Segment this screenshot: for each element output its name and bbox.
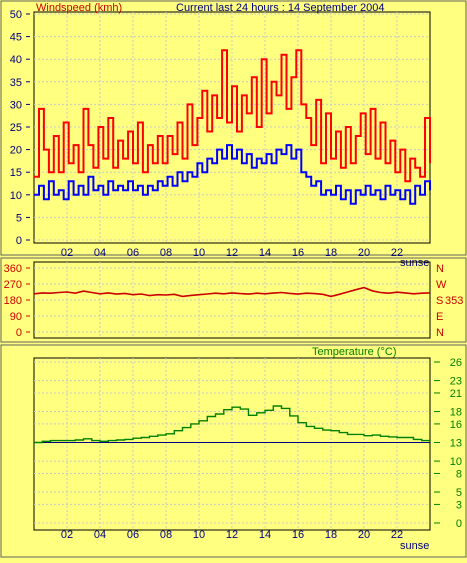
x-tick-label: 06 <box>127 529 139 541</box>
y-tick-label: 0 <box>16 235 22 247</box>
x-tick-label: 16 <box>292 247 304 259</box>
windspeed-sunset-label: sunse <box>400 257 429 269</box>
y-tick-label: 15 <box>10 167 22 179</box>
windspeed-series-group <box>34 49 431 205</box>
y-tick-label: 180 <box>4 295 22 307</box>
y-tick-label: 13 <box>450 438 462 450</box>
y-tick-label: 5 <box>456 487 462 499</box>
header-title: Current last 24 hours : 14 September 200… <box>176 2 385 14</box>
temperature-panel-frame <box>0 344 467 558</box>
y-tick-label: 40 <box>10 54 22 66</box>
compass-label: S <box>436 295 443 307</box>
y-tick-label: 18 <box>450 407 462 419</box>
y-tick-label: 50 <box>10 9 22 21</box>
x-tick-label: 08 <box>160 247 172 259</box>
x-tick-label: 22 <box>391 529 403 541</box>
y-tick-label: 8 <box>456 468 462 480</box>
y-tick-label: 90 <box>10 311 22 323</box>
x-tick-label: 20 <box>358 529 370 541</box>
wind-gust-line <box>34 49 431 183</box>
x-tick-label: 02 <box>61 529 73 541</box>
x-tick-label: 04 <box>94 529 106 541</box>
y-tick-label: 10 <box>450 456 462 468</box>
x-tick-label: 08 <box>160 529 172 541</box>
wind-direction-series-group <box>33 286 431 298</box>
y-tick-label: 26 <box>450 357 462 369</box>
x-tick-label: 14 <box>259 247 271 259</box>
y-tick-label: 35 <box>10 77 22 89</box>
wind-direction-grid <box>34 262 430 338</box>
y-tick-label: 23 <box>450 376 462 388</box>
y-tick-label: 20 <box>10 145 22 157</box>
y-tick-label: 10 <box>10 190 22 202</box>
wind-direction-current-value: 353 <box>445 295 463 307</box>
y-tick-label: 360 <box>4 263 22 275</box>
x-tick-label: 16 <box>292 529 304 541</box>
wind-direction-line <box>33 286 431 298</box>
y-tick-label: 21 <box>450 388 462 400</box>
windspeed-title: Windspeed (kmh) <box>36 2 122 14</box>
wind-direction-y-ticks: 0 90 180 270 360 <box>4 263 30 339</box>
windspeed-panel-frame <box>0 0 467 256</box>
y-tick-label: 0 <box>16 327 22 339</box>
temperature-sunset-label: sunse <box>400 540 429 552</box>
x-tick-label: 22 <box>391 247 403 259</box>
y-tick-label: 3 <box>456 499 462 511</box>
compass-label: N <box>436 263 444 275</box>
compass-label: E <box>436 311 443 323</box>
x-tick-label: 02 <box>61 247 73 259</box>
y-tick-label: 45 <box>10 32 22 44</box>
y-tick-label: 0 <box>456 518 462 530</box>
temperature-line <box>34 405 431 444</box>
x-tick-label: 14 <box>259 529 271 541</box>
temperature-series-group <box>34 405 431 444</box>
x-tick-label: 06 <box>127 247 139 259</box>
temperature-x-ticks: 02 04 06 08 10 12 14 16 18 20 22 <box>61 529 403 541</box>
windspeed-panel: 0 5 10 15 20 25 30 35 40 45 50 02 04 06 08 10 12 14 16 18 2… <box>0 0 467 269</box>
y-tick-label: 25 <box>10 122 22 134</box>
x-tick-label: 18 <box>325 247 337 259</box>
x-tick-label: 20 <box>358 247 370 259</box>
wind-average-line <box>34 144 431 205</box>
wind-direction-panel-frame <box>0 257 467 343</box>
windspeed-x-ticks: 02 04 06 08 10 12 14 16 18 20 22 <box>61 247 403 259</box>
compass-label: W <box>436 279 447 291</box>
x-tick-label: 10 <box>193 247 205 259</box>
windspeed-y-ticks: 0 5 10 15 20 25 30 35 40 45 50 <box>10 9 30 247</box>
y-tick-label: 16 <box>450 419 462 431</box>
compass-label: N <box>436 327 444 339</box>
y-tick-label: 5 <box>16 212 22 224</box>
x-tick-label: 04 <box>94 247 106 259</box>
x-tick-label: 12 <box>226 247 238 259</box>
y-tick-label: 30 <box>10 99 22 111</box>
x-tick-label: 10 <box>193 529 205 541</box>
x-tick-label: 12 <box>226 529 238 541</box>
x-tick-label: 18 <box>325 529 337 541</box>
y-tick-label: 270 <box>4 279 22 291</box>
temperature-title: Temperature (°C) <box>312 346 396 358</box>
